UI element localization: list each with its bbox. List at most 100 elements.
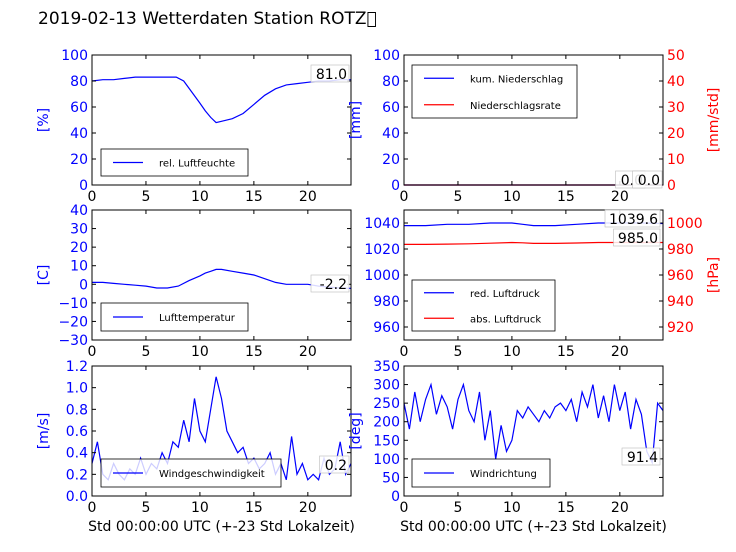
y-tick-label: 1020 [364, 242, 400, 258]
y-tick-label: 0.2 [66, 467, 88, 483]
y-tick-label-right: 940 [667, 294, 694, 310]
x-tick-label: 20 [299, 189, 317, 205]
chart-precip: 0 5 10 15 20 0 20 40 60 80 100 0 10 20 30 40 50 [mm] [mm/s… [348, 48, 722, 205]
y-tick-label: 250 [373, 396, 400, 412]
x-tick-label: 5 [141, 344, 150, 360]
series-line-wind-direction-0 [403, 382, 664, 465]
annotation-box [310, 274, 350, 293]
y-tick-label-right: 50 [667, 48, 685, 64]
y-tick-label: 0 [391, 178, 400, 194]
y-tick-label: 150 [373, 433, 400, 449]
page-title: 2019-02-13 Wetterdaten Station ROTZ  [38, 9, 377, 29]
y-tick-label: 1000 [364, 268, 400, 284]
y-tick-label: 20 [70, 240, 88, 256]
legend-box [100, 458, 282, 488]
y-tick-label: 1.0 [66, 381, 88, 397]
y-tick-label: −10 [58, 296, 88, 312]
value-annotation: 0.2 [325, 458, 347, 474]
x-tick-label: 5 [141, 189, 150, 205]
y-tick-label: 0 [79, 277, 88, 293]
x-tick-label: 0 [400, 189, 409, 205]
y-tick-label: 0.8 [66, 402, 88, 418]
y-tick-label-right: 0 [667, 178, 676, 194]
y-tick-label: 40 [70, 126, 88, 142]
x-tick-label: 15 [245, 344, 263, 360]
x-tick-label: 0 [400, 500, 409, 516]
x-tick-label: 5 [453, 189, 462, 205]
y-tick-label: 350 [373, 359, 400, 375]
series-line-humidity-0 [91, 76, 351, 124]
y-axis-label: [deg] [348, 412, 364, 449]
annotation-box [604, 209, 661, 228]
plot-frame [91, 209, 352, 341]
legend-entry: Windgeschwindigkeit [159, 469, 265, 480]
y-tick-label: 100 [373, 452, 400, 468]
x-axis-label: Std 00:00:00 UTC (+-23 Std Lokalzeit) [400, 519, 667, 535]
x-tick-label: 20 [611, 344, 629, 360]
y-axis-label: [m/s] [36, 413, 52, 450]
plot-frame [403, 54, 664, 186]
x-tick-label: 0 [88, 344, 97, 360]
legend-entry: Niederschlagsrate [470, 101, 561, 112]
x-tick-label: 15 [557, 500, 575, 516]
y-tick-label-right: 980 [667, 242, 694, 258]
annotation-box [632, 170, 663, 189]
x-tick-label: 10 [503, 500, 521, 516]
y-tick-label: 40 [70, 203, 88, 219]
y-tick-label: 10 [70, 259, 88, 275]
y-tick-label: −30 [58, 333, 88, 349]
y-tick-label: 0.4 [66, 446, 88, 462]
x-tick-label: 0 [400, 344, 409, 360]
x-tick-label: 0 [88, 500, 97, 516]
y-tick-label-right: 920 [667, 320, 694, 336]
x-tick-label: 10 [503, 189, 521, 205]
chart-humidity: 0 5 10 15 20 0 20 40 60 80 100 [%] rel. Luftfeuchte 8… [36, 48, 352, 205]
y-tick-label-right: 10 [667, 152, 685, 168]
x-tick-label: 15 [245, 189, 263, 205]
y-axis-label: [%] [36, 108, 52, 132]
y-tick-label: 60 [70, 100, 88, 116]
y-tick-label: 980 [373, 294, 400, 310]
x-tick-label: 15 [245, 500, 263, 516]
value-annotation: 81.0 [316, 67, 347, 83]
value-annotation: 1039.6 [609, 212, 658, 228]
legend-entry: Lufttemperatur [159, 313, 236, 324]
legend-entry: kum. Niederschlag [470, 74, 563, 85]
annotation-box [613, 228, 661, 247]
legend-box [411, 64, 578, 119]
chart-temperature: 0 5 10 15 20 −30 −20 −10 0 10 20 30 40 [C] Lufttempera… [36, 203, 352, 360]
y-tick-label: 960 [373, 320, 400, 336]
legend-box [411, 279, 556, 332]
x-tick-label: 15 [557, 189, 575, 205]
y-tick-label: 60 [382, 100, 400, 116]
y-tick-label: 100 [61, 48, 88, 64]
y-tick-label: 80 [382, 74, 400, 90]
value-annotation: 0.0 [638, 173, 660, 189]
x-axis-label: Std 00:00:00 UTC (+-23 Std Lokalzeit) [88, 519, 355, 535]
y-tick-label: 40 [382, 126, 400, 142]
y-tick-label-right: 20 [667, 126, 685, 142]
x-tick-label: 10 [191, 500, 209, 516]
y-axis-label-right: [hPa] [706, 257, 722, 293]
y-tick-label: 0 [79, 178, 88, 194]
y-tick-label: 100 [373, 48, 400, 64]
annotation-box [621, 447, 661, 466]
plot-frame [403, 365, 664, 497]
y-tick-label: 1.2 [66, 359, 88, 375]
x-tick-label: 20 [299, 344, 317, 360]
value-annotation: 91.4 [627, 450, 658, 466]
y-tick-label: 200 [373, 415, 400, 431]
y-axis-label: [mm] [348, 101, 364, 139]
y-tick-label-right: 30 [667, 100, 685, 116]
value-annotation: 985.0 [618, 231, 658, 247]
y-tick-label: 50 [382, 470, 400, 486]
x-tick-label: 20 [611, 189, 629, 205]
y-tick-label-right: 40 [667, 74, 685, 90]
chart-wind-speed: 0 5 10 15 20 0.0 0.2 0.4 0.6 0.8 1.0 1.2 [m/s] Std 00… [36, 359, 355, 535]
y-tick-label: 1040 [364, 216, 400, 232]
x-tick-label: 20 [611, 500, 629, 516]
x-tick-label: 20 [299, 500, 317, 516]
chart-pressure: 0 5 10 15 20 960 980 1000 1020 1040 920 940 960 980 10… [364, 209, 722, 360]
